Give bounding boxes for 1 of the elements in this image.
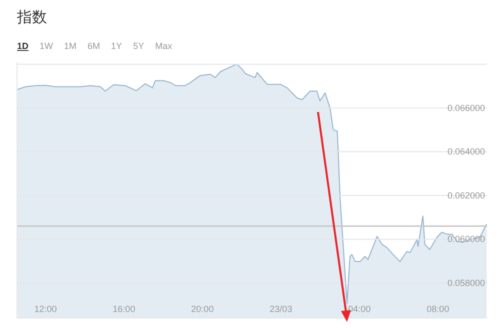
title: 指数 [17, 9, 47, 26]
